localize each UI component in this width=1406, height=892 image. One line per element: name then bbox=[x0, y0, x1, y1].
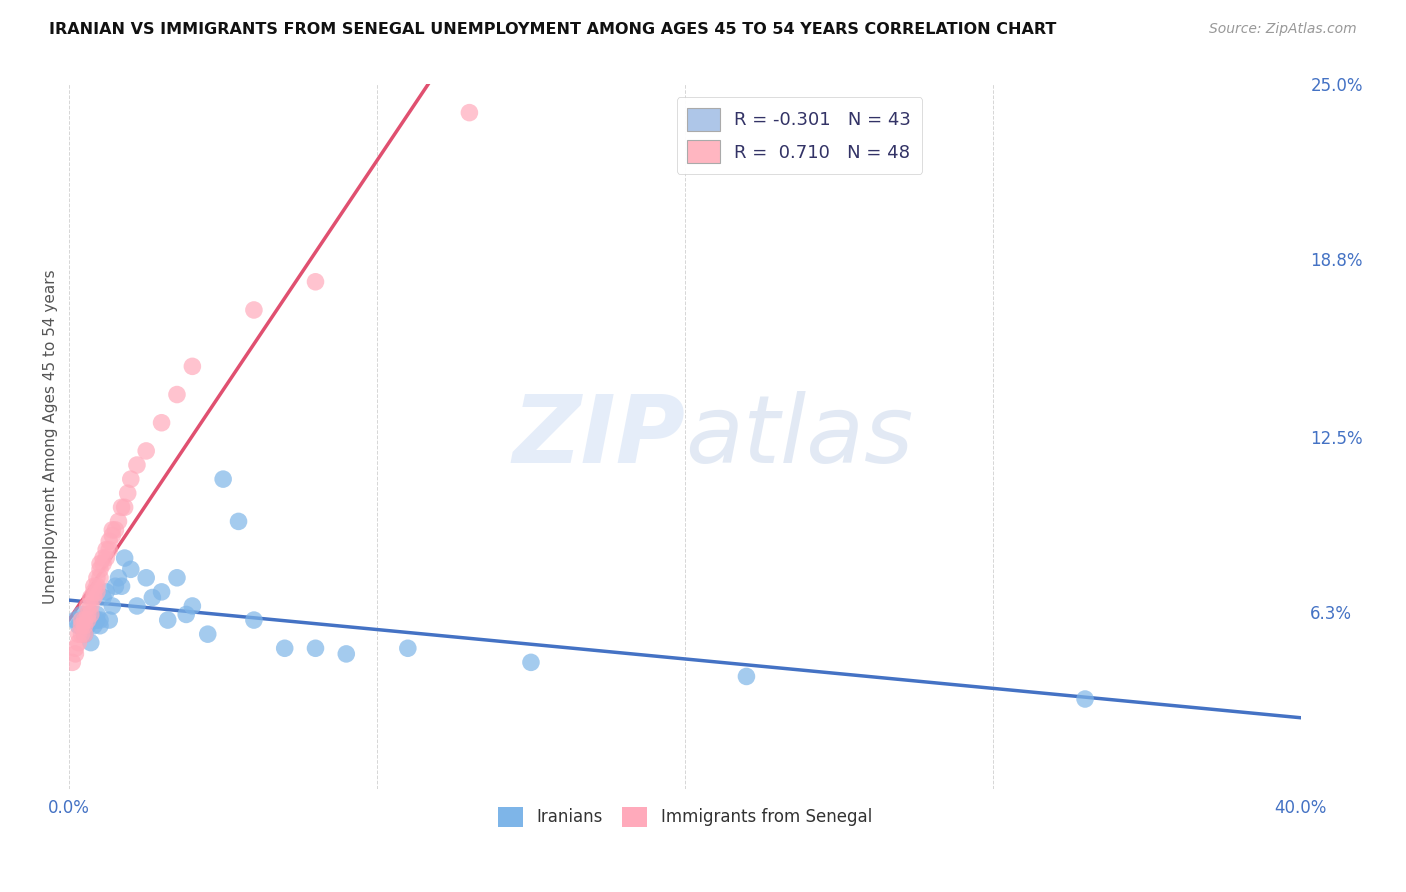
Point bbox=[76, 599, 98, 613]
Point bbox=[243, 613, 266, 627]
Y-axis label: Unemployment Among Ages 45 to 54 years: Unemployment Among Ages 45 to 54 years bbox=[44, 269, 58, 604]
Point bbox=[96, 542, 118, 557]
Point bbox=[80, 635, 103, 649]
Point bbox=[73, 618, 96, 632]
Point bbox=[335, 647, 357, 661]
Point bbox=[67, 627, 90, 641]
Point bbox=[156, 613, 179, 627]
Point bbox=[135, 444, 157, 458]
Point bbox=[304, 641, 326, 656]
Point bbox=[83, 585, 105, 599]
Point bbox=[86, 585, 108, 599]
Point bbox=[89, 562, 111, 576]
Point bbox=[458, 105, 481, 120]
Point bbox=[101, 528, 124, 542]
Point bbox=[83, 591, 105, 605]
Point bbox=[125, 599, 148, 613]
Point bbox=[107, 571, 129, 585]
Point bbox=[114, 551, 136, 566]
Point bbox=[65, 647, 87, 661]
Point bbox=[67, 635, 90, 649]
Point bbox=[120, 562, 142, 576]
Point bbox=[135, 571, 157, 585]
Point bbox=[304, 275, 326, 289]
Point bbox=[80, 613, 103, 627]
Point bbox=[91, 551, 114, 566]
Point bbox=[67, 618, 90, 632]
Point bbox=[91, 591, 114, 605]
Point bbox=[150, 585, 173, 599]
Point bbox=[86, 571, 108, 585]
Point bbox=[73, 627, 96, 641]
Point bbox=[396, 641, 419, 656]
Point bbox=[73, 613, 96, 627]
Point bbox=[80, 591, 103, 605]
Point bbox=[197, 627, 219, 641]
Text: atlas: atlas bbox=[685, 392, 912, 483]
Point bbox=[76, 613, 98, 627]
Point bbox=[86, 613, 108, 627]
Point bbox=[73, 627, 96, 641]
Point bbox=[110, 500, 132, 515]
Point bbox=[166, 387, 188, 401]
Point bbox=[98, 534, 121, 549]
Text: ZIP: ZIP bbox=[512, 391, 685, 483]
Point bbox=[83, 613, 105, 627]
Point bbox=[86, 607, 108, 622]
Point bbox=[73, 613, 96, 627]
Legend: Iranians, Immigrants from Senegal: Iranians, Immigrants from Senegal bbox=[491, 800, 879, 834]
Point bbox=[110, 579, 132, 593]
Point bbox=[76, 618, 98, 632]
Point bbox=[101, 599, 124, 613]
Point bbox=[125, 458, 148, 472]
Point bbox=[65, 613, 87, 627]
Point bbox=[1074, 692, 1097, 706]
Text: IRANIAN VS IMMIGRANTS FROM SENEGAL UNEMPLOYMENT AMONG AGES 45 TO 54 YEARS CORREL: IRANIAN VS IMMIGRANTS FROM SENEGAL UNEMP… bbox=[49, 22, 1056, 37]
Point bbox=[120, 472, 142, 486]
Point bbox=[107, 515, 129, 529]
Point bbox=[104, 579, 127, 593]
Point bbox=[60, 656, 83, 670]
Point bbox=[735, 669, 758, 683]
Point bbox=[150, 416, 173, 430]
Point bbox=[243, 302, 266, 317]
Point bbox=[212, 472, 235, 486]
Point bbox=[141, 591, 163, 605]
Point bbox=[89, 571, 111, 585]
Point bbox=[104, 523, 127, 537]
Point bbox=[70, 627, 93, 641]
Point bbox=[80, 599, 103, 613]
Point bbox=[520, 656, 543, 670]
Point bbox=[91, 557, 114, 571]
Point bbox=[98, 613, 121, 627]
Text: Source: ZipAtlas.com: Source: ZipAtlas.com bbox=[1209, 22, 1357, 37]
Point bbox=[114, 500, 136, 515]
Point bbox=[101, 523, 124, 537]
Point bbox=[83, 618, 105, 632]
Point bbox=[174, 607, 197, 622]
Point bbox=[181, 599, 204, 613]
Point bbox=[80, 607, 103, 622]
Point bbox=[96, 551, 118, 566]
Point bbox=[76, 607, 98, 622]
Point bbox=[117, 486, 139, 500]
Point bbox=[70, 618, 93, 632]
Point bbox=[83, 579, 105, 593]
Point bbox=[89, 618, 111, 632]
Point bbox=[273, 641, 295, 656]
Point bbox=[70, 607, 93, 622]
Point bbox=[76, 607, 98, 622]
Point bbox=[86, 579, 108, 593]
Point bbox=[89, 613, 111, 627]
Point bbox=[166, 571, 188, 585]
Point bbox=[65, 641, 87, 656]
Point bbox=[181, 359, 204, 374]
Point bbox=[89, 557, 111, 571]
Point bbox=[70, 613, 93, 627]
Point bbox=[98, 542, 121, 557]
Point bbox=[96, 585, 118, 599]
Point bbox=[228, 515, 250, 529]
